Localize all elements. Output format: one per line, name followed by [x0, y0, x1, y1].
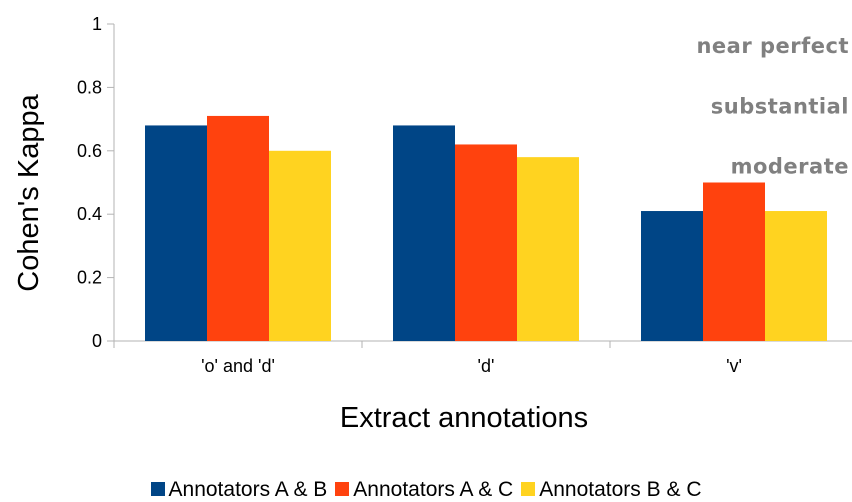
- bar-1-1: [145, 125, 207, 341]
- legend-item: Annotators B & C: [521, 478, 701, 502]
- bar-2-2: [455, 144, 517, 341]
- y-tick-label: 0.8: [77, 77, 102, 97]
- x-tick-label: 'd': [478, 356, 495, 376]
- y-tick-label: 0.4: [77, 204, 102, 224]
- bar-2-3: [703, 182, 765, 341]
- axes: 0 0.2 0.4 0.6 0.8 1 'o' and 'd' 'd' 'v': [77, 14, 852, 376]
- legend-item: Annotators A & C: [335, 478, 513, 502]
- band-annotations: near perfect substantial moderate: [696, 34, 849, 179]
- x-axis-title: Extract annotations: [340, 402, 588, 434]
- bar-3-3: [765, 211, 827, 341]
- y-tick-label: 1: [92, 14, 102, 34]
- bar-1-2: [393, 125, 455, 341]
- legend-swatch: [335, 482, 350, 496]
- band-label: substantial: [711, 94, 849, 118]
- bar-3-2: [517, 157, 579, 341]
- legend: Annotators A & B Annotators A & C Annotato…: [0, 478, 852, 502]
- bar-chart: 0 0.2 0.4 0.6 0.8 1 'o' and 'd' 'd' 'v' near per…: [13, 14, 852, 434]
- bar-3-1: [269, 150, 331, 341]
- band-label: moderate: [731, 155, 849, 179]
- legend-label: Annotators A & C: [353, 478, 514, 501]
- bars: [145, 115, 827, 342]
- bar-2-1: [207, 115, 269, 342]
- y-axis-title: Cohen's Kappa: [13, 93, 45, 291]
- x-tick-label: 'v': [726, 356, 742, 376]
- band-label: near perfect: [696, 34, 849, 58]
- legend-label: Annotators B & C: [539, 478, 702, 501]
- y-tick-label: 0: [92, 331, 102, 351]
- x-tick-label: 'o' and 'd': [201, 356, 275, 376]
- legend-item: Annotators A & B: [150, 478, 328, 502]
- y-tick-label: 0.6: [77, 141, 102, 161]
- legend-swatch: [150, 482, 165, 496]
- bar-1-3: [641, 211, 703, 341]
- y-tick-label: 0.2: [77, 268, 102, 288]
- legend-swatch: [521, 482, 536, 496]
- legend-label: Annotators A & B: [168, 478, 328, 501]
